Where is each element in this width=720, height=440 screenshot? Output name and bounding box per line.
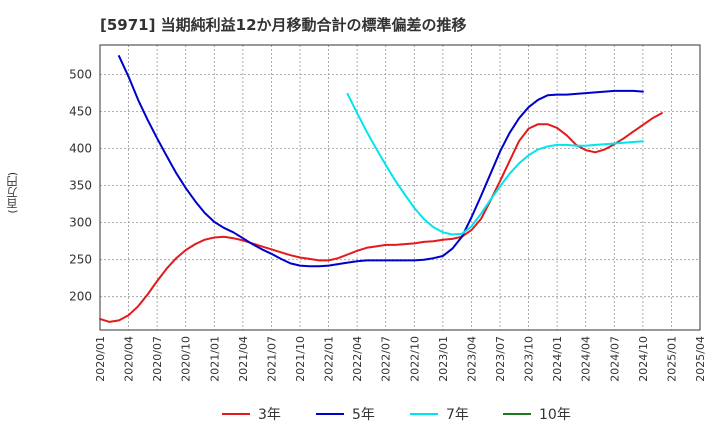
y-tick-label: 300 — [69, 216, 92, 230]
legend-item: 10年 — [503, 404, 571, 424]
legend-item: 7年 — [410, 404, 469, 424]
legend-swatch — [503, 413, 531, 415]
y-tick-label: 350 — [69, 179, 92, 193]
legend: 3年 5年 7年 10年 — [0, 404, 720, 426]
y-tick-label: 400 — [69, 142, 92, 156]
x-tick-label: 2020/10 — [180, 336, 193, 382]
legend-label: 5年 — [352, 407, 375, 423]
x-tick-label: 2022/01 — [323, 336, 336, 382]
legend-label: 3年 — [258, 407, 281, 423]
y-axis-label: (百万円) — [6, 172, 19, 214]
x-tick-label: 2021/10 — [294, 336, 307, 382]
x-tick-label: 2024/10 — [637, 336, 650, 382]
x-tick-label: 2023/01 — [437, 336, 450, 382]
series-line-2 — [118, 55, 644, 268]
x-tick-label: 2025/01 — [665, 336, 678, 382]
legend-item: 5年 — [316, 404, 375, 424]
legend-swatch — [222, 413, 250, 415]
series-line-3 — [346, 92, 644, 236]
y-tick-label: 450 — [69, 105, 92, 119]
x-tick-label: 2024/07 — [608, 336, 621, 382]
x-tick-label: 2021/01 — [208, 336, 221, 382]
legend-swatch — [316, 413, 344, 415]
series-line-1 — [99, 112, 663, 323]
x-tick-label: 2024/01 — [551, 336, 564, 382]
x-tick-label: 2021/07 — [265, 336, 278, 382]
x-tick-label: 2020/01 — [94, 336, 107, 382]
x-tick-label: 2022/04 — [351, 336, 364, 382]
x-tick-label: 2024/04 — [580, 336, 593, 382]
legend-swatch — [410, 413, 438, 415]
legend-item: 3年 — [222, 404, 281, 424]
plot-frame — [99, 44, 701, 331]
legend-label: 7年 — [446, 407, 469, 423]
x-tick-label: 2021/04 — [237, 336, 250, 382]
x-tick-label: 2023/10 — [523, 336, 536, 382]
x-tick-label: 2023/04 — [465, 336, 478, 382]
x-tick-label: 2025/04 — [694, 336, 707, 382]
x-tick-label: 2020/04 — [123, 336, 136, 382]
x-tick-label: 2023/07 — [494, 336, 507, 382]
x-tick-label: 2022/10 — [408, 336, 421, 382]
x-tick-label: 2020/07 — [151, 336, 164, 382]
legend-label: 10年 — [539, 407, 571, 423]
y-tick-label: 250 — [69, 253, 92, 267]
chart-title: [5971] 当期純利益12か月移動合計の標準偏差の推移 — [100, 16, 467, 34]
y-tick-label: 200 — [69, 290, 92, 304]
y-tick-label: 500 — [69, 68, 92, 82]
x-tick-label: 2022/07 — [380, 336, 393, 382]
